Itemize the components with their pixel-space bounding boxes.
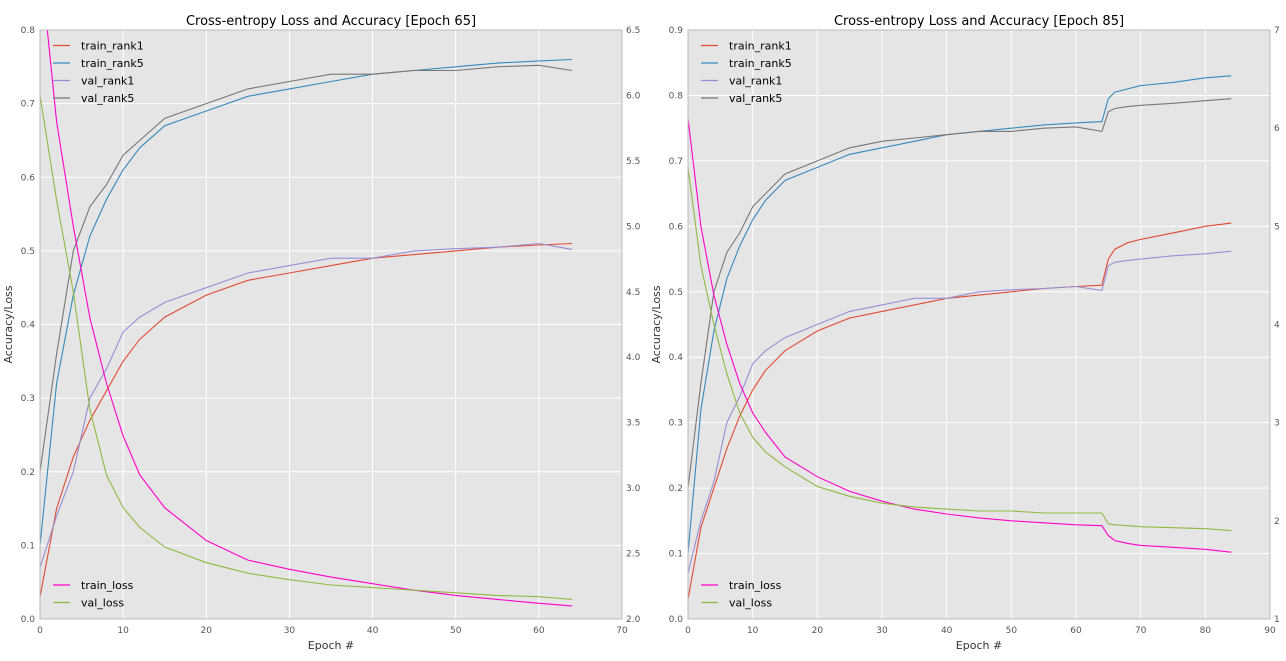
x-axis-label: Epoch # (956, 639, 1002, 652)
x-tick-label: 10 (117, 626, 129, 636)
legend-label: val_loss (729, 597, 772, 610)
y2-tick-label: 2.5 (626, 550, 640, 560)
series-line-train_rank5 (40, 58, 573, 546)
y2-tick-label: 4 (1274, 321, 1280, 331)
y2-tick-label: 5.5 (626, 157, 640, 167)
y2-tick-label: 3.0 (626, 484, 641, 494)
x-tick-label: 80 (1200, 626, 1212, 636)
y-tick-label: 0.1 (669, 550, 683, 560)
x-tick-label: 60 (1070, 626, 1082, 636)
legend-label: train_loss (81, 579, 134, 592)
y-tick-label: 0.2 (21, 468, 35, 478)
y-tick-label: 0.4 (669, 353, 684, 363)
y2-tick-label: 2.0 (626, 615, 641, 625)
y-tick-label: 0.0 (669, 615, 684, 625)
y-tick-label: 0.4 (21, 321, 36, 331)
y2-tick-label: 7 (1274, 26, 1280, 36)
x-tick-label: 70 (616, 626, 628, 636)
series-line-val_loss (688, 167, 1232, 532)
y2-tick-label: 3.5 (626, 419, 640, 429)
series-line-train_rank1 (40, 242, 573, 598)
series-line-val_rank5 (40, 64, 573, 472)
x-tick-label: 70 (1135, 626, 1147, 636)
y-tick-label: 0.1 (21, 541, 35, 551)
series-line-val_rank5 (688, 98, 1232, 489)
plot-frame (687, 29, 1271, 620)
y-tick-label: 0.3 (21, 394, 35, 404)
series-line-train_loss (46, 30, 573, 607)
series-line-val_loss (40, 95, 573, 600)
y-tick-label: 0.7 (669, 157, 683, 167)
y-tick-label: 0.8 (669, 91, 684, 101)
y-tick-label: 0.3 (669, 419, 683, 429)
x-tick-label: 30 (876, 626, 888, 636)
x-tick-label: 50 (1006, 626, 1018, 636)
y-tick-label: 0.7 (21, 100, 35, 110)
y-tick-label: 0.5 (669, 288, 683, 298)
series-line-val_rank1 (40, 242, 573, 568)
x-tick-label: 30 (284, 626, 296, 636)
y2-tick-label: 6 (1274, 124, 1280, 134)
y2-tick-label: 3 (1274, 419, 1280, 429)
plot-area (688, 30, 1270, 619)
legend-label: val_loss (81, 597, 124, 610)
y-tick-label: 0.6 (21, 173, 36, 183)
x-axis-label: Epoch # (308, 639, 354, 652)
x-tick-label: 20 (812, 626, 824, 636)
x-tick-label: 40 (367, 626, 379, 636)
y-tick-label: 0.6 (669, 222, 684, 232)
series-line-val_rank1 (688, 250, 1232, 574)
y-tick-label: 0.9 (669, 26, 684, 36)
chart-title: Cross-entropy Loss and Accuracy [Epoch 6… (186, 14, 476, 29)
x-tick-label: 0 (685, 626, 691, 636)
legend-label: val_rank1 (729, 75, 782, 88)
y-axis-label: Accuracy/Loss (2, 285, 15, 363)
legend-label: train_rank1 (81, 40, 144, 53)
y2-tick-label: 2 (1274, 517, 1280, 527)
x-tick-label: 90 (1264, 626, 1276, 636)
series-line-train_loss (688, 118, 1232, 553)
legend-label: train_rank1 (729, 40, 792, 53)
y-tick-label: 0.5 (21, 247, 35, 257)
x-tick-label: 10 (747, 626, 759, 636)
y-axis-label: Accuracy/Loss (650, 285, 663, 363)
plot-frame (39, 29, 623, 620)
y2-tick-label: 6.5 (626, 26, 640, 36)
x-tick-label: 0 (37, 626, 43, 636)
y2-tick-label: 4.0 (626, 353, 641, 363)
x-tick-label: 40 (941, 626, 953, 636)
y-tick-label: 0.8 (21, 26, 36, 36)
x-tick-label: 50 (450, 626, 462, 636)
chart-title: Cross-entropy Loss and Accuracy [Epoch 8… (834, 14, 1124, 29)
legend-label: val_rank5 (81, 92, 134, 105)
legend-label: val_rank1 (81, 75, 134, 88)
legend-label: train_rank5 (81, 57, 144, 70)
y-tick-label: 0.0 (21, 615, 36, 625)
y2-tick-label: 5.0 (626, 222, 641, 232)
x-tick-label: 60 (533, 626, 545, 636)
legend-label: train_rank5 (729, 57, 792, 70)
y2-tick-label: 6.0 (626, 91, 641, 101)
legend-label: val_rank5 (729, 92, 782, 105)
y-tick-label: 0.2 (669, 484, 683, 494)
y2-tick-label: 1 (1274, 615, 1280, 625)
y2-tick-label: 4.5 (626, 288, 640, 298)
x-tick-label: 20 (201, 626, 213, 636)
y2-tick-label: 5 (1274, 222, 1280, 232)
legend-label: train_loss (729, 579, 782, 592)
